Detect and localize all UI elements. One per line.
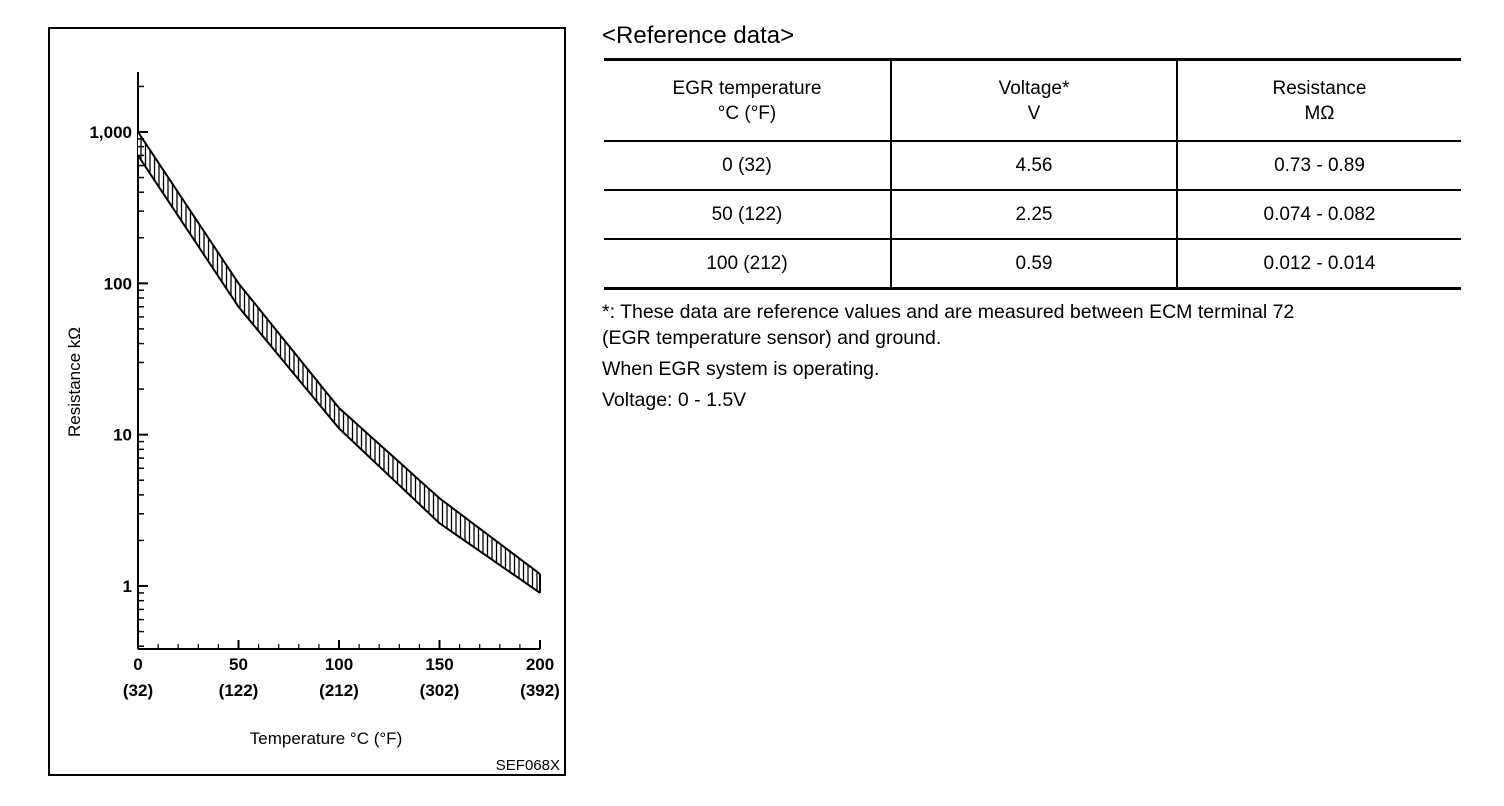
- x-tick-label: 0: [133, 655, 142, 674]
- y-tick-label: 1: [123, 577, 132, 596]
- cell-resistance: 0.074 - 0.082: [1177, 190, 1461, 240]
- resistance-temperature-chart: 1 10 100 1,000 0 (32) 50 (122) 100 (212) 150 (302) 2…: [65, 72, 560, 774]
- note-operating: When EGR system is operating.: [602, 358, 880, 380]
- reference-data-title: <Reference data>: [602, 22, 795, 49]
- cell-resistance: 0.73 - 0.89: [1177, 141, 1461, 191]
- header-egr-temperature: EGR temperature °C (°F): [604, 59, 892, 142]
- header-resistance: Resistance MΩ: [1177, 59, 1461, 142]
- y-tick-label: 100: [104, 274, 132, 293]
- upper-limit-curve: [137, 131, 541, 575]
- lower-limit-curve: [137, 154, 541, 594]
- reference-notes: *: These data are reference values and a…: [602, 299, 1464, 413]
- y-tick-label: 10: [113, 426, 132, 445]
- cell-voltage: 4.56: [891, 141, 1178, 191]
- table-header-row: EGR temperature °C (°F) Voltage* V Resis…: [604, 59, 1461, 142]
- y-axis-label: Resistance kΩ: [65, 327, 84, 437]
- cell-voltage: 0.59: [891, 239, 1178, 289]
- reference-data-table: EGR temperature °C (°F) Voltage* V Resis…: [604, 58, 1461, 290]
- resistance-band: [137, 131, 541, 594]
- cell-temperature: 100 (212): [604, 239, 892, 289]
- cell-resistance: 0.012 - 0.014: [1263, 252, 1376, 274]
- x-tick-label: 50: [229, 655, 248, 674]
- chart-panel: 1 10 100 1,000 0 (32) 50 (122) 100 (212) 150 (302) 2…: [48, 27, 566, 776]
- x-tick-label: 100: [325, 655, 353, 674]
- table-row: 0 (32) 4.56 0.73 - 0.89: [604, 141, 1461, 191]
- chart-axes: [137, 72, 540, 650]
- x-axis-label: Temperature °C (°F): [250, 729, 402, 748]
- x-tick-label: 150: [425, 655, 453, 674]
- cell-temperature: 0 (32): [604, 141, 892, 191]
- header-voltage: Voltage* V: [891, 59, 1178, 142]
- x-tick-label-f: (302): [420, 681, 460, 700]
- x-tick-label-f: (212): [319, 681, 359, 700]
- x-tick-label-f: (32): [123, 681, 153, 700]
- cell-temperature: 50 (122): [604, 190, 892, 240]
- table-row: 100 (212) 0.59 0.012 - 0.014: [604, 239, 1461, 289]
- y-tick-label: 1,000: [89, 123, 132, 142]
- x-tick-label-f: (392): [520, 681, 560, 700]
- note-voltage: Voltage: 0 - 1.5V: [602, 389, 747, 411]
- note-footnote: *: These data are reference values and a…: [602, 301, 1295, 323]
- chart-ticks: 1 10 100 1,000 0 (32) 50 (122) 100 (212) 150 (302) 2…: [89, 85, 560, 700]
- x-tick-label-f: (122): [219, 681, 259, 700]
- table-row: 50 (122) 2.25 0.074 - 0.082: [604, 190, 1461, 240]
- figure-code: SEF068X: [496, 757, 560, 774]
- cell-voltage: 2.25: [891, 190, 1178, 240]
- x-tick-label: 200: [526, 655, 554, 674]
- note-footnote-cont: (EGR temperature sensor) and ground.: [602, 327, 942, 349]
- band-fill: [138, 132, 540, 593]
